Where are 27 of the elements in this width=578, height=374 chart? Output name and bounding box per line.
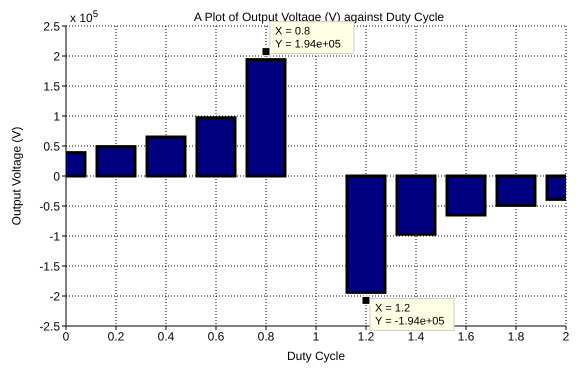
x-tick-label: 1.2 <box>358 330 375 344</box>
y-tick-label: -1 <box>49 229 60 244</box>
text: x 10$^{5}$ <box>70 8 98 25</box>
x-tick-label: 1.6 <box>458 330 475 344</box>
y-tick-label: -2 <box>49 289 60 304</box>
x-tick-label: 1 <box>312 330 320 344</box>
annotation: X = 1.2 Y = -1.94e+05 <box>375 302 445 328</box>
x-tick-label: 0 <box>62 330 70 344</box>
y-axis-title: Output Voltage (V) <box>9 126 24 226</box>
x-tick-label: 2 <box>562 330 570 344</box>
y-tick-label: -0.5 <box>39 199 60 214</box>
y-tick-label: 1 <box>53 109 60 124</box>
x-tick-label: 0.2 <box>108 330 125 344</box>
y-tick-label: -1.5 <box>39 259 60 274</box>
x-tick-label: 1.8 <box>508 330 525 344</box>
y-tick-label: -2.5 <box>39 319 60 334</box>
x-tick-label: 0.4 <box>158 330 175 344</box>
x-tick-label: 0.8 <box>258 330 275 344</box>
y-tick-label: 0.5 <box>43 139 60 154</box>
x-tick-label: 0.6 <box>208 330 225 344</box>
y-tick-label: 2 <box>53 49 60 64</box>
y-tick-label: 1.5 <box>43 79 60 94</box>
y-tick-label: 0 <box>53 169 60 184</box>
x-axis-title: Duty Cycle <box>286 349 346 363</box>
annotation: X = 0.8 Y = 1.94e+05 <box>275 26 341 51</box>
x-tick-label: 1.4 <box>408 330 425 344</box>
y-tick-label: 2.5 <box>43 19 60 34</box>
